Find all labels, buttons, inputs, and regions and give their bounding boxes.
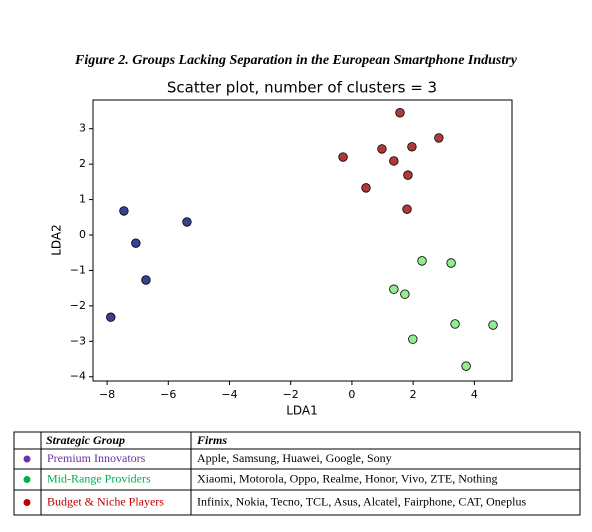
- table-header: Firms: [196, 433, 227, 447]
- point: [488, 320, 498, 330]
- point: [408, 334, 418, 344]
- point: [106, 312, 116, 322]
- point: [450, 319, 460, 329]
- point: [400, 289, 410, 299]
- table-border: [13, 431, 581, 516]
- y-axis-label: LDA2: [50, 224, 64, 256]
- point: [402, 204, 412, 214]
- group-name: Premium Innovators: [47, 451, 146, 465]
- point: [389, 284, 399, 294]
- firms: Xiaomi, Motorola, Oppo, Realme, Honor, V…: [197, 471, 498, 485]
- plot-frame: [92, 99, 513, 382]
- table: Strategic Group Firms Premium Innovators…: [13, 431, 581, 516]
- y-tick-label: −2: [70, 299, 86, 312]
- point: [131, 238, 141, 248]
- y-tick-label: −1: [70, 263, 86, 276]
- point: [395, 108, 405, 118]
- x-tick-label: 2: [410, 388, 417, 401]
- group-dot: [23, 476, 31, 483]
- point: [417, 256, 427, 266]
- x-tick-label: −4: [221, 388, 237, 401]
- group-name: Budget & Niche Players: [47, 494, 164, 508]
- point: [461, 361, 471, 371]
- group-name: Mid-Range Providers: [47, 471, 151, 485]
- x-tick-label: −6: [160, 388, 176, 401]
- x-tick-label: −2: [283, 388, 299, 401]
- y-tick-label: −4: [70, 370, 86, 383]
- firms: Apple, Samsung, Huawei, Google, Sony: [197, 451, 392, 465]
- figure-title: Figure 2. Groups Lacking Separation in t…: [74, 53, 518, 68]
- point: [407, 142, 417, 152]
- x-tick-label: −8: [99, 388, 115, 401]
- y-tick-label: −3: [70, 334, 86, 347]
- point: [361, 183, 371, 193]
- point: [377, 144, 387, 154]
- y-tick-label: 1: [79, 193, 86, 206]
- point: [119, 206, 129, 216]
- x-axis-label: LDA1: [286, 404, 318, 418]
- y-tick-label: 0: [79, 228, 86, 241]
- point: [141, 275, 151, 285]
- table-header: Strategic Group: [46, 433, 125, 447]
- point: [434, 133, 444, 143]
- point: [182, 217, 192, 227]
- x-tick-label: 0: [348, 388, 355, 401]
- point: [446, 258, 456, 268]
- chart-title: Scatter plot, number of clusters = 3: [167, 79, 437, 97]
- point: [338, 152, 348, 162]
- point: [389, 156, 399, 166]
- x-tick-label: 4: [471, 388, 478, 401]
- group-dot: [23, 499, 31, 506]
- y-tick-label: 2: [79, 157, 86, 170]
- group-dot: [23, 455, 31, 463]
- point: [403, 170, 413, 180]
- y-tick-label: 3: [79, 122, 86, 135]
- firms: Infinix, Nokia, Tecno, TCL, Asus, Alcate…: [197, 494, 526, 508]
